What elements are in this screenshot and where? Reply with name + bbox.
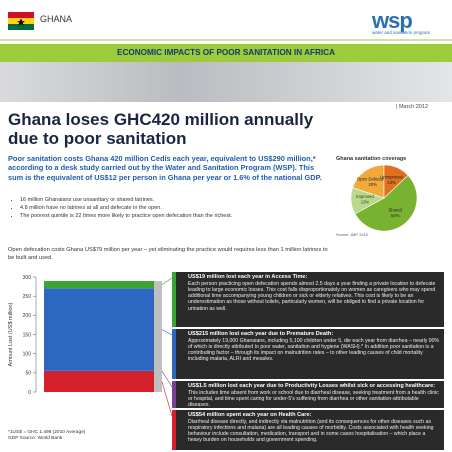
lead: Poor sanitation costs Ghana 420 million … [8, 154, 322, 182]
slice-label: 13% [387, 180, 396, 185]
connector [161, 370, 173, 388]
info-box: US$1.5 million lost each year due to Pro… [172, 381, 444, 408]
y-tick-label: 0 [28, 390, 31, 396]
pie-chart: Ghana sanitation coverage Source: JMP, 20… [336, 156, 418, 237]
banner: ECONOMIC IMPACTS OF POOR SANITATION IN A… [0, 44, 452, 62]
box-text: This includes time absent from work or s… [188, 389, 439, 409]
box-heading: US$54 million spent each year on Health … [188, 412, 312, 418]
y-tick-label: 50 [25, 371, 31, 377]
photo [0, 62, 452, 102]
page-number: 1 [224, 443, 227, 449]
info-box: US$215 million lost each year due to Pre… [172, 329, 444, 379]
info-box: US$19 million lost each year in Access T… [172, 272, 444, 327]
slice-label: 13% [361, 199, 370, 204]
box-text: Each person practicing open defecation s… [188, 280, 436, 312]
box-text: Diarrheal disease directly, and indirect… [188, 418, 434, 444]
y-tick-label: 150 [23, 332, 32, 338]
y-tick-label: 200 [23, 313, 32, 319]
slice-name: Open Defecation [357, 177, 389, 182]
box-text: Approximately 19,000 Ghanaians, includin… [188, 337, 440, 363]
y-tick-label: 100 [23, 351, 32, 357]
pie-slice [352, 164, 385, 199]
pie-slice [354, 174, 418, 232]
flag [8, 12, 34, 30]
footnotes: *1US$ = GHC 1.498 (2010 Average) GDP Sou… [8, 430, 85, 442]
bullet: 16 million Ghanaians use unsanitary or s… [20, 196, 346, 204]
bar-chart: Amount Lost (US$ million) 0 50 100 150 200 250… [8, 275, 173, 417]
title: Ghana loses GHC420 million annually due … [8, 110, 314, 148]
info-box: US$54 million spent each year on Health … [172, 410, 444, 450]
date: | March 2012 [396, 104, 429, 110]
logo: wsp [372, 8, 413, 33]
pie-slice [350, 187, 385, 215]
logo-subtitle: water and sanitation program [372, 30, 431, 35]
y-tick-label: 300 [23, 275, 32, 281]
y-axis-label: Amount Lost (US$ million) [8, 302, 14, 366]
connector [161, 277, 173, 285]
bar-side [154, 281, 162, 392]
footnote: GDP Source: World Bank [8, 436, 63, 441]
footnote: *1US$ = GHC 1.498 (2010 Average) [8, 430, 86, 435]
paragraph: Open defecation costs Ghana US$79 millio… [8, 247, 328, 261]
pie-source: Source: JMP, 2010 [336, 233, 368, 237]
pie-title: Ghana sanitation coverage [336, 156, 406, 162]
connector [161, 329, 173, 336]
bar-segment [44, 370, 154, 372]
bar-segment [44, 371, 154, 392]
bar-segment [44, 288, 154, 371]
bullet: 4.8 million have no latrines at all and … [20, 204, 346, 212]
slice-label: 20% [369, 182, 378, 187]
slice-label: 54% [391, 213, 400, 218]
box-heading: US$1.5 million lost each year due to Pro… [188, 383, 436, 389]
connector [161, 381, 173, 417]
bullet: The poorest quintile is 22 times more li… [20, 212, 346, 220]
country: GHANA [40, 14, 73, 24]
y-tick-label: 250 [23, 294, 32, 300]
bullets: 16 million Ghanaians use unsanitary or s… [8, 196, 346, 220]
slice-name: Unimproved [380, 174, 403, 179]
slice-name: Shared [388, 207, 402, 212]
box-heading: US$215 million lost each year due to Pre… [188, 331, 334, 337]
slice-name: Improved [356, 194, 374, 199]
box-heading: US$19 million lost each year in Access T… [188, 274, 308, 280]
bar-segment [44, 281, 154, 289]
